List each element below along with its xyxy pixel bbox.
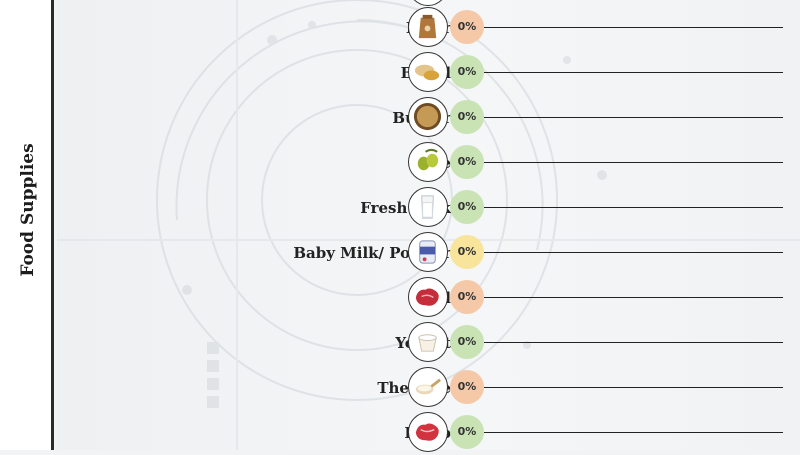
percent-badge: 0% — [450, 280, 484, 314]
supply-row-lamb: Lamb 0% — [57, 411, 800, 455]
progress-track — [484, 387, 783, 388]
supply-row-bread: Bread 0% — [57, 51, 800, 95]
percent-badge: 0% — [450, 10, 484, 44]
bulgur-bowl-icon — [408, 97, 448, 137]
percent-badge: 0% — [450, 190, 484, 224]
rice-spoon-icon — [408, 367, 448, 407]
percent-badge: 0% — [450, 235, 484, 269]
supply-row-fresh-milk: Fresh Milk 0% — [57, 186, 800, 230]
supply-row-bulgur: Bulgur 0% — [57, 96, 800, 140]
supply-row-veal: Veal 0% — [57, 276, 800, 320]
percent-badge: 0% — [450, 325, 484, 359]
progress-track — [484, 342, 783, 343]
percent-badge: 0% — [450, 100, 484, 134]
supply-row-olive: Olive 0% — [57, 141, 800, 185]
progress-track — [484, 297, 783, 298]
progress-track — [484, 117, 783, 118]
supply-row-baby-milk: Baby Milk/ Powder 0% — [57, 231, 800, 275]
milk-glass-icon — [408, 187, 448, 227]
sidebar-title: Food Supplies — [18, 143, 38, 277]
sidebar: Food Supplies — [0, 0, 54, 450]
percent-badge: 0% — [450, 145, 484, 179]
percent-badge: 0% — [450, 415, 484, 449]
olive-icon — [408, 142, 448, 182]
bread-icon — [408, 52, 448, 92]
progress-track — [484, 27, 783, 28]
flour-sack-icon — [408, 7, 448, 47]
progress-track — [484, 72, 783, 73]
supply-row-flour: Flour 0% — [57, 6, 800, 50]
progress-track — [484, 432, 783, 433]
percent-badge: 0% — [450, 55, 484, 89]
percent-badge: 0% — [450, 370, 484, 404]
veal-meat-icon — [408, 277, 448, 317]
progress-track — [484, 207, 783, 208]
lamb-meat-icon — [408, 412, 448, 452]
progress-track — [484, 252, 783, 253]
supply-row-yogurt: Yogurt 0% — [57, 321, 800, 365]
yogurt-cup-icon — [408, 322, 448, 362]
progress-track — [484, 162, 783, 163]
baby-formula-can-icon — [408, 232, 448, 272]
supply-row-rice: The Rice 0% — [57, 366, 800, 410]
